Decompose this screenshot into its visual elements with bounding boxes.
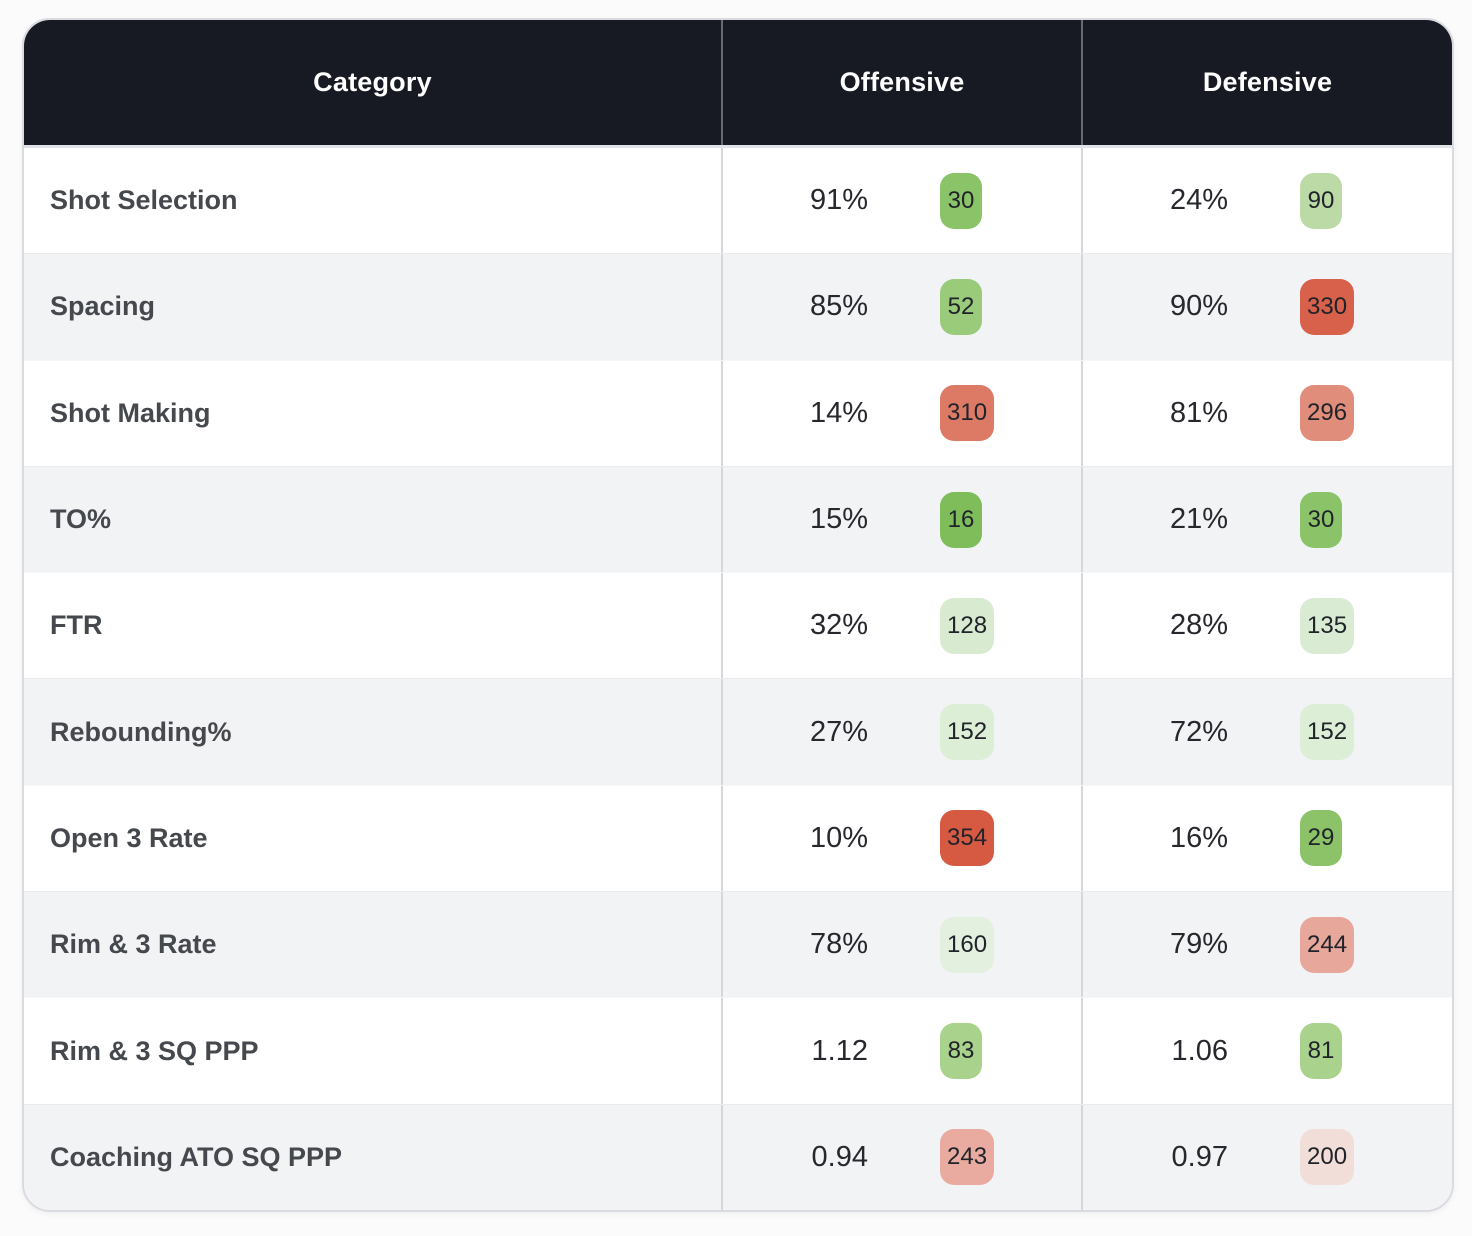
offensive-value: 27% <box>809 715 868 748</box>
defensive-rank-badge: 152 <box>1300 704 1355 761</box>
table-row-rim-3-sq-ppp: Rim & 3 SQ PPP 1.12 83 1.06 81 <box>24 997 1452 1104</box>
offensive-value: 1.12 <box>811 1034 868 1067</box>
offensive-value: 78% <box>809 928 868 961</box>
defensive-cell: 1.06 81 <box>1081 998 1452 1104</box>
offensive-cell: 78% 160 <box>721 892 1081 998</box>
defensive-cell: 28% 135 <box>1081 573 1452 679</box>
table-row-shot-selection: Shot Selection 91% 30 24% 90 <box>24 148 1452 254</box>
defensive-value: 21% <box>1169 503 1228 536</box>
offensive-value: 85% <box>809 290 868 323</box>
defensive-rank-badge: 135 <box>1300 597 1355 654</box>
category-label: Rebounding% <box>50 716 232 747</box>
offensive-cell: 1.12 83 <box>721 998 1081 1104</box>
defensive-cell: 72% 152 <box>1081 679 1452 785</box>
category-label: FTR <box>50 610 103 641</box>
table-row-to-pct: TO% 15% 16 21% 30 <box>24 465 1452 573</box>
table-header-row: Category Offensive Defensive <box>24 20 1452 148</box>
offensive-rank-badge: 243 <box>940 1129 995 1186</box>
column-header-category: Category <box>313 67 432 97</box>
offensive-rank-badge: 152 <box>940 704 995 761</box>
defensive-value: 79% <box>1169 928 1228 961</box>
category-label: Shot Selection <box>50 185 238 216</box>
offensive-value: 32% <box>809 609 868 642</box>
offensive-rank-badge: 128 <box>940 597 995 654</box>
table-row-shot-making: Shot Making 14% 310 81% 296 <box>24 359 1452 466</box>
offensive-value: 14% <box>809 396 868 429</box>
column-header-offensive: Offensive <box>721 20 1081 145</box>
category-label: Coaching ATO SQ PPP <box>50 1141 343 1172</box>
table-row-rim-3-rate: Rim & 3 Rate 78% 160 79% 244 <box>24 891 1452 998</box>
defensive-value: 24% <box>1169 184 1228 217</box>
defensive-value: 1.06 <box>1171 1034 1228 1067</box>
defensive-value: 81% <box>1169 396 1228 429</box>
offensive-rank-badge: 52 <box>940 278 982 335</box>
category-label: Open 3 Rate <box>50 822 208 853</box>
defensive-cell: 79% 244 <box>1081 892 1452 998</box>
category-label: Shot Making <box>50 397 211 428</box>
defensive-rank-badge: 81 <box>1300 1023 1342 1080</box>
offensive-cell: 27% 152 <box>721 679 1081 785</box>
category-label: Rim & 3 SQ PPP <box>50 1035 259 1066</box>
offensive-rank-badge: 30 <box>940 172 982 229</box>
offensive-value: 15% <box>809 503 868 536</box>
offensive-cell: 91% 30 <box>721 148 1081 254</box>
defensive-rank-badge: 330 <box>1300 278 1355 335</box>
table-row-spacing: Spacing 85% 52 90% 330 <box>24 253 1452 360</box>
offensive-rank-badge: 354 <box>940 810 995 867</box>
offensive-value: 91% <box>809 184 868 217</box>
defensive-value: 90% <box>1169 290 1228 323</box>
category-label: Spacing <box>50 291 156 322</box>
defensive-cell: 16% 29 <box>1081 785 1452 892</box>
offensive-rank-badge: 16 <box>940 491 982 548</box>
table-row-coaching-ato-sq-ppp: Coaching ATO SQ PPP 0.94 243 0.97 200 <box>24 1103 1452 1210</box>
defensive-cell: 81% 296 <box>1081 360 1452 466</box>
defensive-cell: 0.97 200 <box>1081 1104 1452 1210</box>
category-label: TO% <box>50 504 112 535</box>
offensive-cell: 85% 52 <box>721 254 1081 360</box>
defensive-value: 72% <box>1169 715 1228 748</box>
table-row-open-3-rate: Open 3 Rate 10% 354 16% 29 <box>24 784 1452 892</box>
table-row-ftr: FTR 32% 128 28% 135 <box>24 572 1452 679</box>
defensive-cell: 24% 90 <box>1081 148 1452 254</box>
defensive-rank-badge: 29 <box>1300 810 1342 867</box>
defensive-rank-badge: 244 <box>1300 916 1355 973</box>
offensive-rank-badge: 310 <box>940 385 995 442</box>
defensive-cell: 90% 330 <box>1081 254 1452 360</box>
defensive-cell: 21% 30 <box>1081 466 1452 573</box>
column-header-defensive: Defensive <box>1081 20 1452 145</box>
offensive-cell: 0.94 243 <box>721 1104 1081 1210</box>
defensive-rank-badge: 90 <box>1300 172 1342 229</box>
offensive-rank-badge: 160 <box>940 916 995 973</box>
defensive-value: 28% <box>1169 609 1228 642</box>
offensive-cell: 14% 310 <box>721 360 1081 466</box>
defensive-rank-badge: 30 <box>1300 491 1342 548</box>
defensive-value: 0.97 <box>1171 1140 1228 1173</box>
offensive-value: 0.94 <box>811 1140 868 1173</box>
offensive-cell: 32% 128 <box>721 573 1081 679</box>
offensive-value: 10% <box>809 821 868 854</box>
offensive-rank-badge: 83 <box>940 1023 982 1080</box>
category-label: Rim & 3 Rate <box>50 929 217 960</box>
offensive-cell: 15% 16 <box>721 466 1081 573</box>
defensive-rank-badge: 200 <box>1300 1129 1355 1186</box>
stats-table-card: Category Offensive Defensive Shot Select… <box>22 18 1454 1212</box>
defensive-value: 16% <box>1169 821 1228 854</box>
offensive-cell: 10% 354 <box>721 785 1081 892</box>
defensive-rank-badge: 296 <box>1300 385 1355 442</box>
table-row-rebounding-pct: Rebounding% 27% 152 72% 152 <box>24 678 1452 785</box>
